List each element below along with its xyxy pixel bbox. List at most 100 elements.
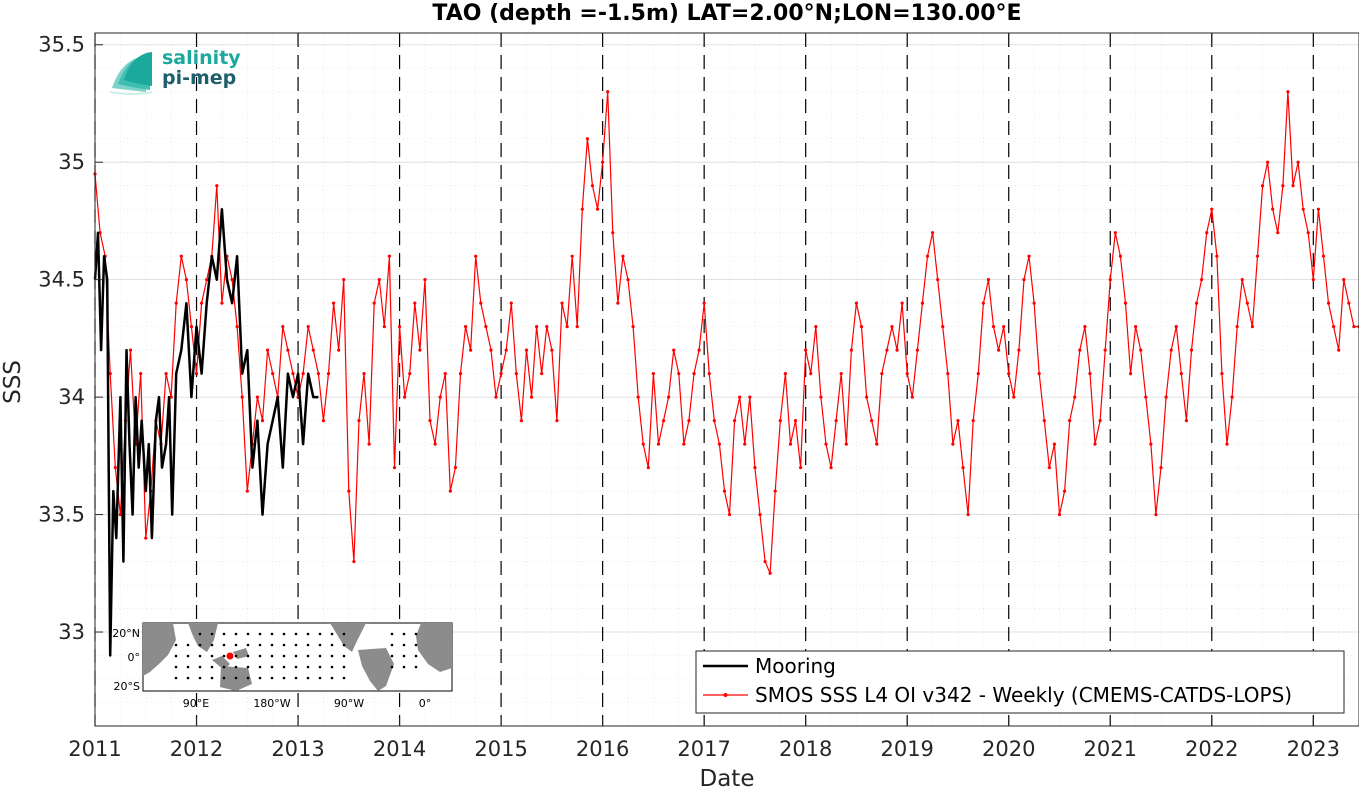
x-tick-label: 2023 [1287,737,1340,761]
data-point-smos [783,372,787,376]
data-point-smos [382,325,386,329]
map-buoy-dot [234,632,238,636]
data-point-smos [1068,419,1072,423]
map-lon-label: 180°W [253,697,290,710]
map-buoy-dot [342,643,346,647]
map-buoy-dot [342,654,346,658]
data-point-smos [930,231,935,235]
data-point-smos [1169,348,1173,352]
data-point-smos [717,442,721,446]
data-point-smos [1296,160,1300,164]
data-point-smos [687,419,691,423]
data-point-smos [1347,301,1351,305]
data-point-smos [235,325,239,329]
data-point-smos [941,325,945,329]
data-point-smos [184,278,188,282]
map-buoy-dot [198,665,202,669]
logo-text-pimep: pi-mep [162,67,236,89]
data-point-smos [1250,325,1254,329]
y-tick-label: 34 [58,385,85,409]
data-point-smos [824,442,828,446]
data-point-smos [758,512,762,517]
data-point-smos [514,372,518,376]
data-point-smos [1337,348,1341,352]
data-point-smos [509,301,513,305]
data-point-smos [712,419,716,423]
data-point-smos [707,372,711,376]
data-point-smos [1139,348,1143,352]
data-point-smos [499,372,503,376]
map-buoy-dot [390,632,394,636]
data-point-smos [768,571,772,575]
data-point-smos [788,442,793,446]
data-point-smos [804,348,808,352]
data-point-smos [880,372,884,376]
map-buoy-dot [198,632,202,636]
x-tick-label: 2016 [576,737,629,761]
map-buoy-dot [246,632,250,636]
map-buoy-dot [270,632,274,636]
data-point-smos [667,395,671,399]
map-lon-label: 90°W [334,697,364,710]
map-buoy-dot [246,654,250,658]
data-point-smos [1326,301,1331,305]
data-point-smos [1255,254,1260,258]
data-point-smos [260,419,265,423]
y-tick-label: 33.5 [38,503,85,527]
map-buoy-dot [294,665,298,669]
x-tick-label: 2015 [474,737,527,761]
map-buoy-dot [246,665,250,669]
legend-label-smos: SMOS SSS L4 OI v342 - Weekly (CMEMS-CATD… [755,683,1292,707]
data-point-smos [139,372,143,376]
map-buoy-dot [258,643,262,647]
data-point-smos [859,325,864,329]
data-point-smos [271,372,275,376]
map-buoy-dot [246,676,250,680]
map-buoy-dot [222,665,226,669]
map-buoy-dot [222,632,226,636]
data-point-smos [1164,395,1168,399]
data-point-smos [778,419,782,423]
data-point-smos [854,301,859,305]
map-buoy-dot [342,632,346,636]
data-point-smos [397,325,402,329]
inset-map: 20°N 0° 20°S 90°E 180°W 90°W 0° [112,622,453,710]
data-point-smos [535,325,539,329]
map-buoy-dot [318,654,322,658]
data-point-smos [331,301,336,305]
data-point-smos [672,348,676,352]
data-point-smos [925,254,930,258]
data-point-smos [255,395,260,399]
data-point-smos [1052,442,1057,446]
x-axis-label: Date [700,766,755,790]
data-point-smos [1174,325,1178,329]
data-point-smos [915,348,919,352]
data-point-smos [575,325,579,329]
map-buoy-dot [186,654,190,658]
data-point-smos [560,301,564,305]
grid-layer [94,33,1359,727]
data-point-smos [306,325,310,329]
data-point-smos [1093,442,1097,446]
data-point-smos [1260,184,1265,188]
data-point-smos [849,348,853,352]
series-layer [93,90,1359,657]
data-point-smos [646,465,650,470]
x-tick-label: 2020 [982,737,1035,761]
map-buoy-dot [282,632,286,636]
data-point-smos [98,231,102,235]
data-point-smos [301,372,305,376]
map-buoy-dot [318,643,322,647]
map-buoy-dot [222,654,226,658]
data-point-smos [1281,184,1285,188]
data-point-smos [829,465,833,470]
map-buoy-dot [210,654,214,658]
data-point-smos [118,512,122,517]
y-tick-label: 34.5 [38,268,85,292]
data-point-smos [951,442,955,446]
data-point-smos [920,301,925,305]
map-buoy-dot [282,665,286,669]
data-point-smos [1286,90,1290,94]
data-point-smos [474,254,478,258]
data-point-smos [1149,442,1153,446]
